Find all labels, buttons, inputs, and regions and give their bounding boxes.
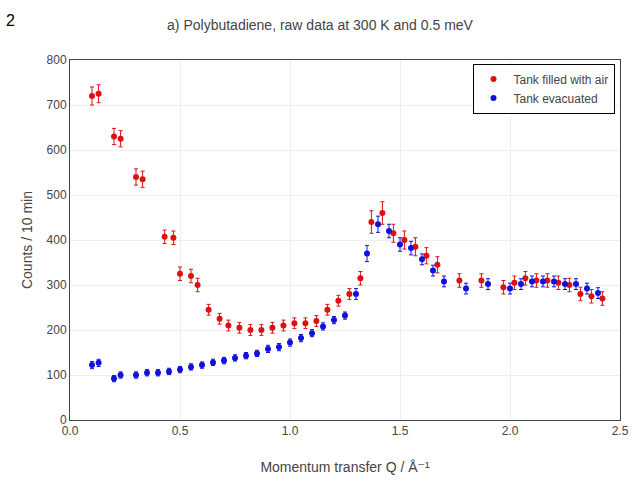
svg-text:2.0: 2.0 <box>502 424 519 438</box>
svg-text:Counts / 10 min: Counts / 10 min <box>19 191 35 289</box>
svg-text:300: 300 <box>47 278 67 292</box>
svg-text:2.5: 2.5 <box>612 424 629 438</box>
svg-text:700: 700 <box>47 98 67 112</box>
svg-text:a) Polybutadiene, raw data at: a) Polybutadiene, raw data at 300 K and … <box>167 17 474 33</box>
svg-text:0.5: 0.5 <box>172 424 189 438</box>
svg-text:400: 400 <box>47 233 67 247</box>
svg-text:600: 600 <box>47 143 67 157</box>
svg-text:800: 800 <box>47 53 67 67</box>
svg-text:2: 2 <box>6 12 15 29</box>
svg-text:Momentum transfer Q / Å⁻¹: Momentum transfer Q / Å⁻¹ <box>260 459 430 475</box>
svg-text:100: 100 <box>47 368 67 382</box>
svg-text:1.0: 1.0 <box>282 424 299 438</box>
svg-text:0: 0 <box>60 413 67 427</box>
svg-text:Tank evacuated: Tank evacuated <box>514 92 598 106</box>
svg-text:200: 200 <box>47 323 67 337</box>
svg-text:Tank filled with air: Tank filled with air <box>514 73 609 87</box>
svg-text:1.5: 1.5 <box>392 424 409 438</box>
svg-text:500: 500 <box>47 188 67 202</box>
svg-text:0.0: 0.0 <box>62 424 79 438</box>
